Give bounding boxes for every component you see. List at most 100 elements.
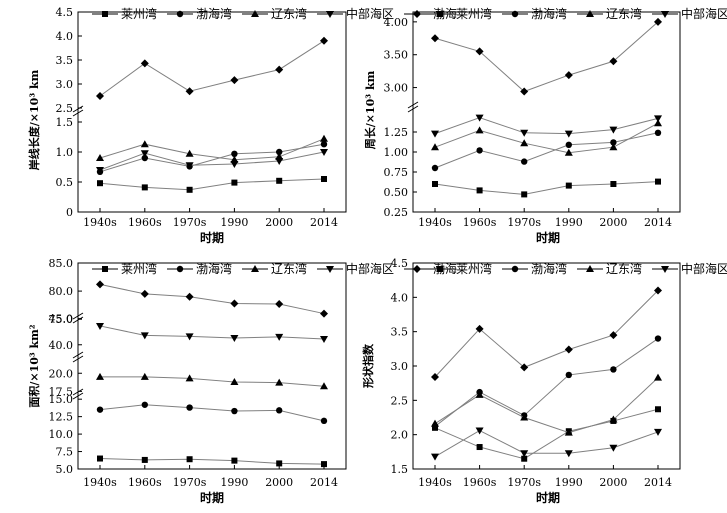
data-point — [431, 372, 439, 381]
y-tick-label: 2.5 — [56, 102, 74, 115]
x-tick-label: 1990 — [555, 216, 583, 229]
x-tick-label: 2000 — [599, 476, 627, 489]
legend-marker — [251, 265, 259, 272]
series-line — [99, 458, 325, 465]
data-point — [186, 186, 193, 193]
legend-marker — [102, 11, 108, 17]
data-point — [276, 407, 283, 414]
data-point — [655, 406, 661, 413]
legend: 莱州湾渤海湾辽东湾中部海区渤海 — [92, 6, 457, 21]
x-tick-label: 2000 — [265, 476, 293, 489]
series-中部海区 — [96, 322, 328, 344]
series-渤海湾 — [431, 129, 662, 172]
y-tick-label: 3.50 — [384, 49, 409, 62]
y-tick-label: 3.0 — [391, 360, 409, 373]
data-point — [96, 167, 104, 174]
series-line — [434, 117, 659, 135]
plot-frame — [77, 11, 347, 213]
data-point — [476, 147, 483, 154]
data-point — [275, 378, 284, 386]
legend-marker — [437, 11, 443, 17]
series-line — [99, 178, 325, 191]
y-tick-label: 17.5 — [49, 385, 74, 398]
data-point — [320, 309, 328, 318]
axis-break-mark — [72, 316, 84, 324]
series-辽东湾 — [431, 373, 662, 436]
data-point — [564, 71, 573, 80]
y-tick-label: 1.00 — [384, 146, 409, 159]
data-point — [475, 114, 484, 122]
data-point — [521, 191, 528, 198]
data-point — [97, 455, 103, 462]
data-point — [431, 34, 439, 43]
data-point — [609, 444, 618, 452]
series-line — [434, 338, 659, 427]
y-tick-label: 3.5 — [391, 326, 409, 339]
data-point — [140, 150, 149, 158]
data-point — [475, 390, 484, 398]
legend-label: 渤海湾 — [196, 6, 232, 21]
x-tick-label: 1990 — [220, 216, 248, 229]
data-point — [275, 158, 284, 165]
x-tick-label: 1990 — [220, 476, 248, 489]
x-axis-title: 时期 — [536, 490, 560, 505]
data-point — [96, 154, 104, 161]
legend-label: 辽东湾 — [271, 6, 307, 21]
x-tick-label: 1970s — [173, 476, 207, 489]
y-tick-label: 80.0 — [49, 285, 74, 298]
data-point — [564, 450, 573, 458]
y-tick-label: 5.0 — [56, 463, 74, 476]
series-line — [434, 377, 659, 434]
series-line — [434, 290, 659, 378]
series-渤海 — [96, 280, 328, 318]
data-point — [230, 161, 239, 168]
y-tick-label: 3.00 — [384, 82, 409, 95]
x-tick-label: 1960s — [128, 476, 162, 489]
series-line — [100, 376, 325, 387]
data-point — [185, 292, 194, 301]
data-point — [96, 406, 104, 413]
series-line — [99, 151, 325, 171]
series-line — [99, 143, 325, 173]
legend-label: 莱州湾 — [121, 261, 157, 276]
y-tick-label: 0.75 — [384, 166, 409, 179]
data-point — [431, 143, 439, 151]
legend-label: 辽东湾 — [606, 261, 642, 276]
data-point — [655, 178, 661, 185]
y-tick-label: 20.0 — [49, 367, 74, 380]
chart-panel-d: 1940s 1960s 1970s 1990 2000 2014 时期 形状指数 1.5 2.0 2… — [361, 257, 727, 505]
data-point — [276, 148, 283, 156]
y-axis-title: 周长/×10³ km — [363, 70, 377, 149]
series-line — [99, 404, 325, 422]
data-point — [276, 177, 283, 184]
data-point — [520, 363, 529, 372]
data-point — [564, 130, 573, 138]
legend-marker — [586, 265, 594, 272]
data-point — [96, 372, 104, 380]
data-point — [609, 57, 618, 66]
data-point — [97, 180, 103, 187]
x-tick-label: 2014 — [644, 216, 672, 229]
data-point — [230, 76, 239, 85]
series-渤海湾 — [96, 401, 328, 425]
legend-label: 渤海湾 — [196, 261, 232, 276]
axis-break-mark — [407, 105, 419, 113]
data-point — [654, 115, 662, 123]
series-中部海区 — [431, 114, 662, 138]
x-axis-title: 时期 — [536, 230, 560, 245]
data-point — [320, 382, 328, 390]
series-line — [99, 283, 325, 315]
y-tick-label: 1.5 — [391, 463, 409, 476]
legend-label: 辽东湾 — [606, 6, 642, 21]
data-point — [609, 331, 618, 340]
axis-break-mark — [72, 351, 84, 359]
series-辽东湾 — [431, 119, 662, 156]
data-point — [520, 413, 529, 421]
series-渤海湾 — [431, 335, 662, 430]
x-tick-label: 1940s — [418, 476, 452, 489]
data-point — [475, 427, 484, 435]
data-point — [185, 162, 194, 170]
x-tick-label: 1940s — [83, 476, 117, 489]
data-point — [320, 417, 328, 425]
